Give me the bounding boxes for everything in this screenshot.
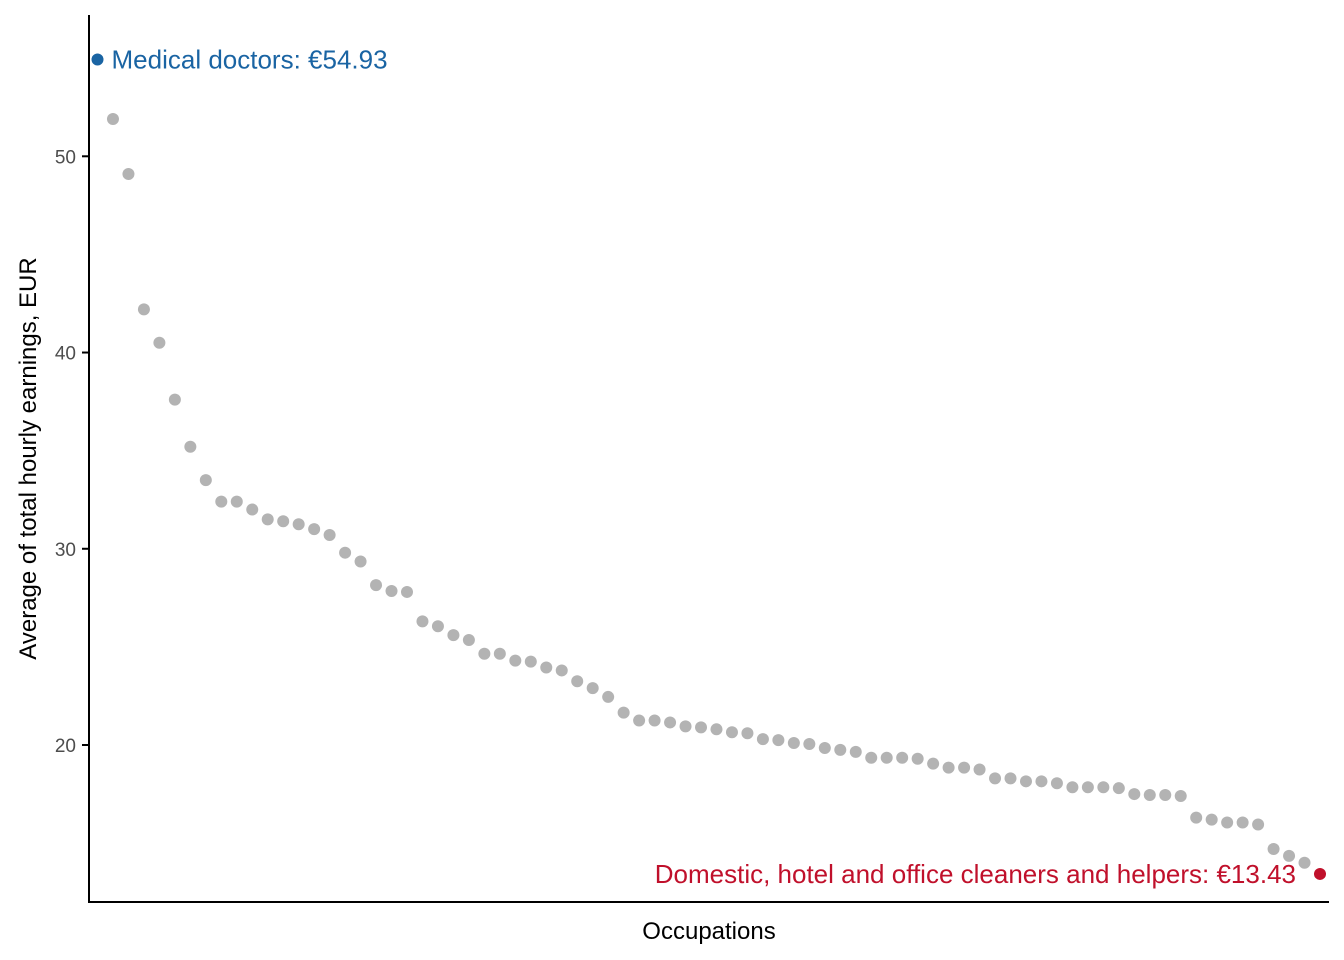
data-point: [849, 745, 862, 758]
data-point: [1097, 781, 1110, 794]
data-point: [339, 546, 352, 559]
data-point: [633, 714, 646, 727]
data-point: [246, 503, 259, 516]
annotation-cleaners: Domestic, hotel and office cleaners and …: [655, 859, 1296, 889]
data-point: [911, 752, 924, 765]
data-point: [168, 393, 181, 406]
y-tick-label: 20: [55, 736, 76, 757]
data-point: [571, 675, 584, 688]
data-point: [153, 336, 166, 349]
data-point: [896, 751, 909, 764]
data-point: [648, 714, 661, 727]
data-point: [679, 720, 692, 733]
data-point: [493, 647, 506, 660]
data-point: [586, 682, 599, 695]
data-point: [400, 585, 413, 598]
data-points: [91, 53, 1326, 880]
data-point: [1004, 772, 1017, 785]
data-point: [199, 474, 212, 487]
data-point: [1267, 843, 1280, 856]
data-point: [602, 690, 615, 703]
data-point: [772, 734, 785, 747]
data-point: [664, 716, 677, 729]
data-point: [725, 726, 738, 739]
data-point: [447, 629, 460, 642]
data-point: [370, 579, 383, 592]
data-point: [1128, 788, 1141, 801]
data-point: [184, 440, 197, 453]
data-point: [710, 723, 723, 736]
data-point: [323, 529, 336, 542]
data-point: [834, 743, 847, 756]
data-point: [385, 584, 398, 597]
data-point: [416, 615, 429, 628]
y-axis-title: Average of total hourly earnings, EUR: [15, 257, 42, 659]
data-point: [462, 634, 475, 647]
y-axis-ticks: 20 30 40 50: [55, 147, 89, 757]
data-point: [1236, 816, 1249, 829]
data-point: [1174, 790, 1187, 803]
data-point: [803, 738, 816, 751]
data-point: [509, 654, 522, 667]
data-point: [865, 751, 878, 764]
data-point: [354, 555, 367, 568]
data-point: [1035, 775, 1048, 788]
data-point: [741, 727, 754, 740]
data-point: [1066, 781, 1079, 794]
x-axis-title: Occupations: [642, 918, 775, 945]
data-point: [230, 495, 243, 508]
y-tick-label: 40: [55, 344, 76, 365]
data-point: [880, 751, 893, 764]
data-point: [215, 495, 228, 508]
highlight-point: [91, 53, 104, 66]
data-point: [1159, 789, 1172, 802]
data-point: [1221, 816, 1234, 829]
data-point: [756, 733, 769, 746]
data-point: [308, 523, 321, 536]
data-point: [818, 741, 831, 754]
data-point: [787, 737, 800, 750]
data-point: [277, 515, 290, 528]
data-point: [989, 772, 1002, 785]
data-point: [292, 518, 305, 531]
data-point: [524, 655, 537, 668]
data-point: [540, 661, 553, 674]
data-point: [1298, 856, 1311, 869]
highlight-point: [1314, 867, 1326, 880]
axes: 20 30 40 50: [55, 15, 1329, 903]
data-point: [942, 761, 955, 774]
data-point: [927, 757, 940, 770]
data-point: [431, 620, 444, 633]
data-point: [1112, 782, 1125, 795]
data-point: [1283, 849, 1296, 862]
annotations: Medical doctors: €54.93 Domestic, hotel …: [112, 45, 1297, 889]
data-point: [555, 664, 568, 677]
data-point: [1205, 813, 1218, 826]
annotation-medical-doctors: Medical doctors: €54.93: [112, 45, 388, 75]
data-point: [958, 761, 971, 774]
data-point: [1019, 775, 1032, 788]
data-point: [973, 763, 986, 776]
y-tick-label: 30: [55, 540, 76, 561]
data-point: [1050, 777, 1063, 790]
data-point: [137, 303, 150, 316]
data-point: [261, 513, 274, 526]
data-point: [1081, 781, 1094, 794]
data-point: [1143, 789, 1156, 802]
data-point: [478, 647, 491, 660]
data-point: [617, 706, 630, 719]
y-tick-label: 50: [55, 147, 76, 168]
data-point: [695, 721, 708, 734]
data-point: [1252, 818, 1265, 831]
data-point: [1190, 811, 1203, 824]
data-point: [106, 113, 119, 126]
data-point: [122, 167, 135, 180]
